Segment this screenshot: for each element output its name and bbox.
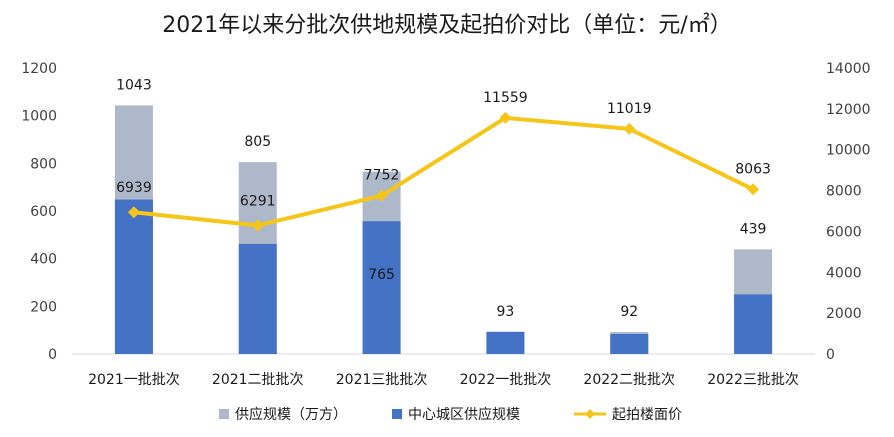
y-left-tick-label: 200 — [30, 299, 57, 315]
y-right-tick-label: 6000 — [826, 224, 862, 240]
y-left-tick-label: 1200 — [21, 61, 57, 77]
line-point-start-price — [747, 183, 760, 196]
bar-supply-core — [734, 294, 773, 354]
plot-area: 0200400600800100012000200040006000800010… — [21, 61, 870, 388]
y-left-tick-label: 800 — [30, 156, 57, 172]
y-right-tick-label: 14000 — [826, 61, 871, 77]
y-left-tick-label: 400 — [30, 252, 57, 268]
y-right-tick-label: 8000 — [826, 184, 862, 200]
line-point-start-price — [499, 111, 512, 124]
x-tick-label: 2022一批批次 — [460, 372, 552, 388]
y-right-tick-label: 0 — [826, 347, 835, 363]
legend-label: 中心城区供应规模 — [408, 406, 520, 423]
bar-supply-core — [238, 243, 277, 354]
y-right-tick-label: 10000 — [826, 143, 871, 159]
data-label-start-price: 6291 — [240, 193, 276, 209]
legend-marker — [585, 409, 595, 419]
chart-title: 2021年以来分批次供地规模及起拍价对比（单位：元/㎡） — [162, 12, 731, 38]
bar-supply-core — [610, 333, 649, 354]
y-left-tick-label: 0 — [48, 347, 57, 363]
line-point-start-price — [375, 189, 388, 202]
data-label-supply-core: 765 — [368, 267, 395, 283]
data-label-supply-total: 92 — [620, 304, 638, 320]
data-label-supply-total: 805 — [244, 134, 271, 150]
legend-label: 起拍楼面价 — [612, 407, 682, 423]
data-label-supply-total: 93 — [497, 304, 515, 320]
data-label-start-price: 8063 — [735, 161, 771, 177]
bar-supply-core — [114, 199, 153, 354]
data-label-start-price: 11559 — [483, 90, 528, 106]
x-tick-label: 2021一批批次 — [88, 372, 180, 388]
y-right-tick-label: 12000 — [826, 102, 871, 118]
legend-swatch — [392, 409, 402, 419]
y-left-tick-label: 600 — [30, 204, 57, 220]
line-point-start-price — [623, 122, 636, 135]
line-start-price — [133, 115, 754, 228]
line-point-start-price — [251, 219, 264, 232]
x-tick-label: 2021三批批次 — [336, 372, 428, 388]
legend-label: 供应规模（万方） — [235, 406, 347, 423]
x-tick-label: 2022二批批次 — [583, 372, 675, 388]
y-right-tick-label: 4000 — [826, 265, 862, 281]
legend-swatch — [219, 409, 229, 419]
bar-supply-core — [362, 221, 401, 354]
y-left-tick-label: 1000 — [21, 109, 57, 125]
x-tick-label: 2021二批批次 — [212, 372, 304, 388]
data-label-start-price: 6939 — [116, 180, 152, 196]
bar-supply-core — [486, 331, 525, 354]
line-point-start-price — [127, 206, 140, 219]
data-label-start-price: 7752 — [364, 168, 400, 184]
legend: 供应规模（万方） 中心城区供应规模 起拍楼面价 — [219, 406, 682, 423]
y-right-tick-label: 2000 — [826, 306, 862, 322]
data-label-supply-total: 439 — [740, 221, 767, 237]
data-label-start-price: 11019 — [607, 101, 652, 117]
data-label-supply-total: 1043 — [116, 77, 152, 93]
x-tick-label: 2022三批批次 — [707, 372, 799, 388]
